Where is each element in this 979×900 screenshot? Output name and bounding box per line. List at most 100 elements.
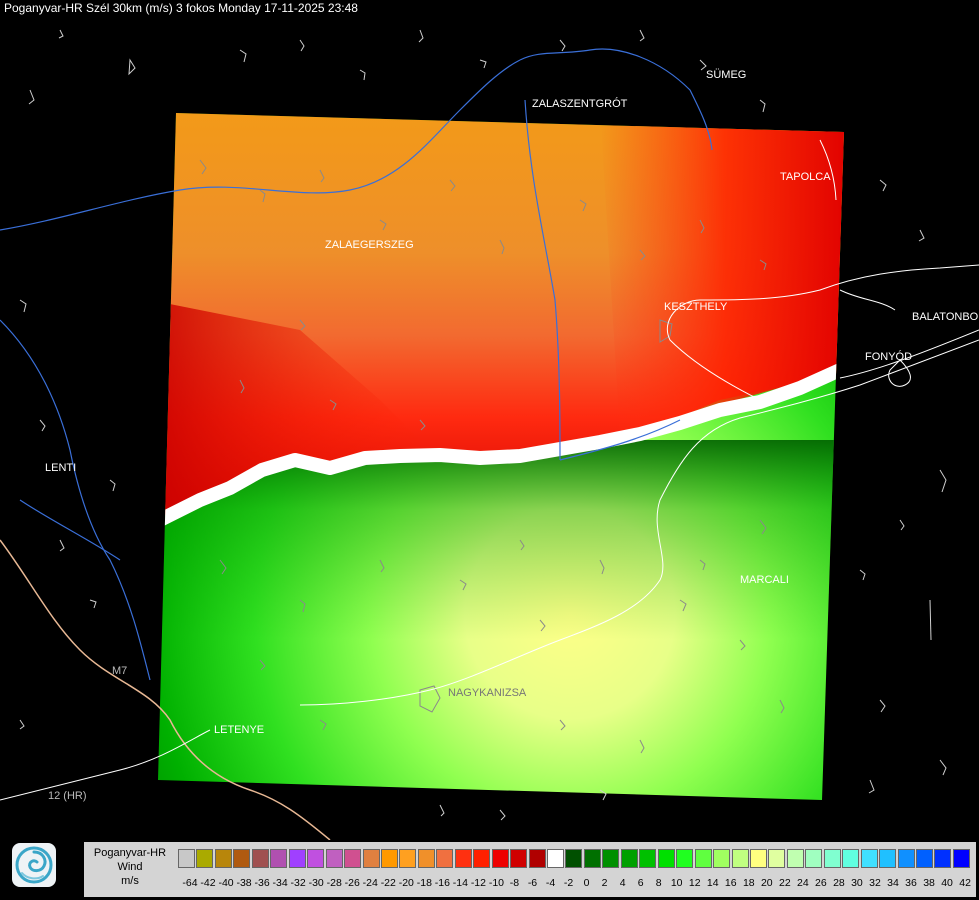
- legend-swatch: [510, 849, 528, 868]
- roads: [0, 139, 979, 801]
- wind-radar-map: SÜMEG ZALASZENTGRÓT TAPOLCA ZALAEGERSZEG…: [0, 29, 979, 840]
- legend-swatch: [731, 849, 749, 868]
- legend-swatch: [879, 849, 897, 868]
- city-keszthely: KESZTHELY: [664, 301, 728, 313]
- settlement-outlines: [19, 29, 947, 821]
- legend-swatch: [676, 849, 694, 868]
- legend-tick-label: 24: [797, 877, 809, 889]
- legend-tick-label: 40: [941, 877, 953, 889]
- legend-swatch: [417, 849, 435, 868]
- road-label-m7: M7: [112, 665, 127, 677]
- city-lenti: LENTI: [45, 462, 76, 474]
- city-tapolca: TAPOLCA: [780, 171, 831, 183]
- city-zalaegerszeg: ZALAEGERSZEG: [325, 239, 414, 251]
- legend-tick-label: -20: [398, 877, 414, 889]
- legend-swatch: [325, 849, 343, 868]
- legend-tick-label: 38: [923, 877, 935, 889]
- legend-tick-label: 0: [583, 877, 590, 889]
- legend-swatch: [786, 849, 804, 868]
- legend-tick-label: -64: [182, 877, 198, 889]
- legend-caption: Poganyvar-HR Wind m/s: [84, 846, 176, 888]
- legend-tick-label: -28: [326, 877, 342, 889]
- city-nagykanizsa: NAGYKANIZSA: [448, 687, 527, 699]
- swirl-logo-icon: [15, 846, 53, 884]
- legend-swatch: [842, 849, 860, 868]
- legend-caption-unit: m/s: [121, 875, 139, 887]
- legend-swatch: [952, 849, 970, 868]
- city-marcali: MARCALI: [740, 574, 789, 586]
- legend-tick-label: 12: [688, 877, 701, 889]
- legend-swatch: [713, 849, 731, 868]
- legend-caption-source: Poganyvar-HR: [93, 847, 167, 859]
- legend-tick-label: 36: [905, 877, 917, 889]
- map-title: Poganyvar-HR Szél 30km (m/s) 3 fokos Mon…: [4, 1, 358, 15]
- city-sumeg: SÜMEG: [706, 69, 746, 81]
- legend-swatch: [639, 849, 657, 868]
- logo: [12, 843, 56, 887]
- country-border: [0, 539, 331, 840]
- legend-tick-label: -24: [362, 877, 378, 889]
- legend-tick-label: -16: [434, 877, 450, 889]
- legend-tick-label: -12: [470, 877, 486, 889]
- legend-swatch: [583, 849, 601, 868]
- legend-tick-label: -26: [344, 877, 360, 889]
- legend-swatch: [805, 849, 823, 868]
- legend-tick-label: 42: [959, 877, 971, 889]
- legend-swatch: [934, 849, 952, 868]
- legend-swatch: [620, 849, 638, 868]
- zero-wind-band: [158, 363, 843, 532]
- city-balatonboglar: BALATONBO: [912, 311, 979, 323]
- legend-tick-label: -30: [308, 877, 324, 889]
- legend-swatch: [473, 849, 491, 868]
- legend-swatch: [307, 849, 325, 868]
- road-label-12hr: 12 (HR): [48, 790, 87, 802]
- legend-swatch: [196, 849, 214, 868]
- legend-tick-label: 30: [851, 877, 863, 889]
- rivers: [0, 48, 713, 681]
- legend-swatch: [547, 849, 564, 868]
- wind-legend: Poganyvar-HR Wind m/s -64 -42 -40 -38 -36 -34…: [84, 842, 976, 897]
- legend-tick-label: 18: [742, 877, 755, 889]
- legend-tick-label: -36: [254, 877, 270, 889]
- legend-swatch: [768, 849, 786, 868]
- legend-tick-label: -2: [563, 877, 574, 889]
- legend-tick-label: -8: [509, 877, 520, 889]
- inner-settlement-outlines: [199, 159, 785, 754]
- legend-swatch: [491, 849, 509, 868]
- legend-tick-label: -32: [290, 877, 306, 889]
- legend-tick-label: 10: [670, 877, 683, 889]
- legend-caption-variable: Wind: [117, 861, 143, 873]
- legend-swatch: [251, 849, 269, 868]
- legend-tick-label: 6: [637, 877, 644, 889]
- legend-swatch: [916, 849, 933, 868]
- radar-field: [158, 113, 844, 800]
- legend-tick-label: -42: [200, 877, 216, 889]
- legend-swatch: [344, 849, 362, 868]
- legend-swatch: [749, 849, 767, 868]
- legend-swatch: [436, 849, 454, 868]
- legend-swatch: [528, 849, 546, 868]
- legend-tick-label: -6: [527, 877, 538, 889]
- legend-tick-label: 32: [869, 877, 881, 889]
- legend-swatch: [270, 849, 288, 868]
- legend-tick-label: 14: [706, 877, 719, 889]
- legend-tick-label: -40: [218, 877, 234, 889]
- legend-tick-label: -14: [452, 877, 468, 889]
- legend-swatch: [602, 849, 620, 868]
- legend-tick-label: -4: [545, 877, 556, 889]
- legend-tick-label: -34: [272, 877, 288, 889]
- legend-tick-label: 2: [601, 877, 608, 889]
- legend-swatch: [399, 849, 417, 868]
- legend-tick-label: 4: [619, 877, 626, 889]
- legend-tick-label: 34: [887, 877, 899, 889]
- legend-swatch: [565, 849, 583, 868]
- legend-tick-label: 22: [779, 877, 791, 889]
- legend-tick-label: -18: [416, 877, 432, 889]
- legend-swatch: [860, 849, 878, 868]
- legend-tick-label: -22: [380, 877, 396, 889]
- legend-swatch: [380, 849, 398, 868]
- legend-swatch: [657, 849, 675, 868]
- legend-swatch: [178, 849, 195, 868]
- legend-swatch: [823, 849, 841, 868]
- city-zalaszentgrot: ZALASZENTGRÓT: [532, 97, 628, 110]
